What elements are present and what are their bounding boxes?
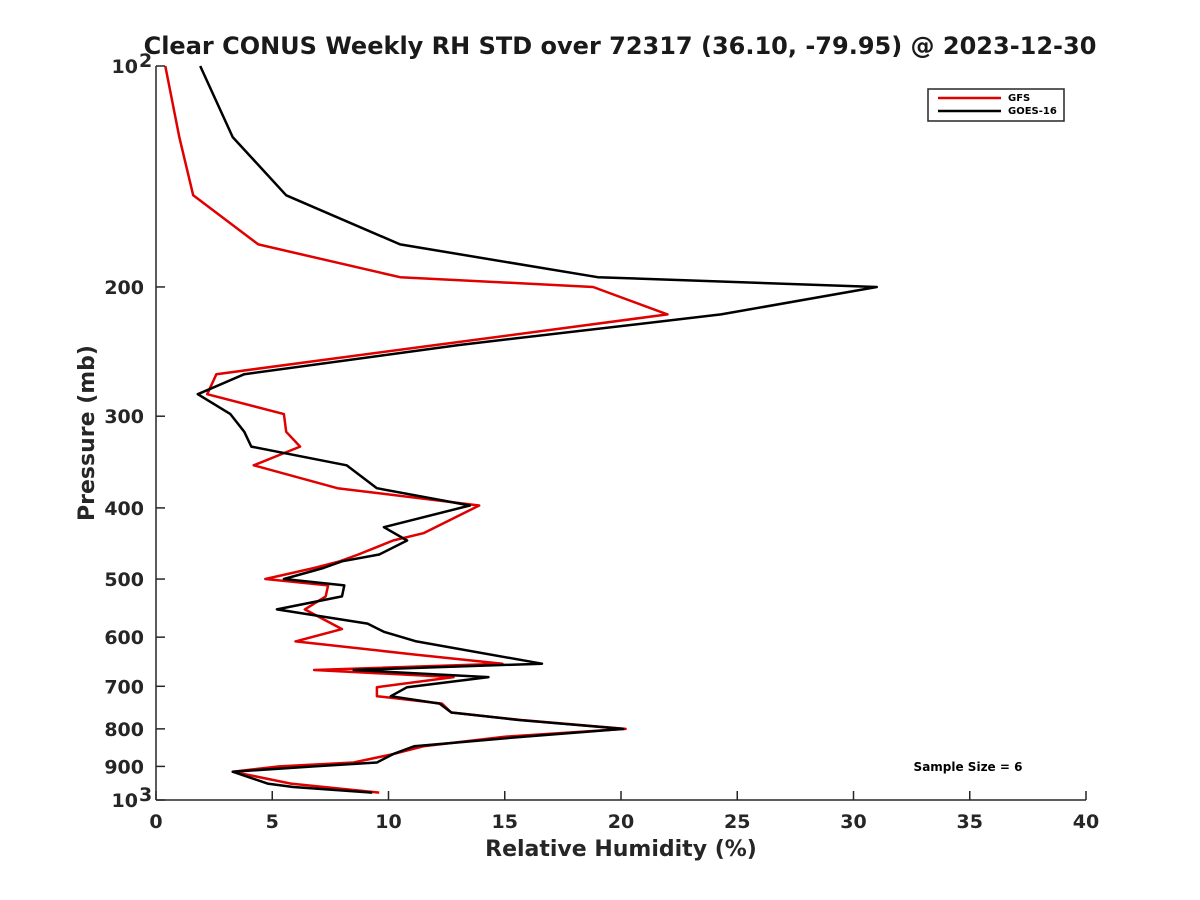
y-axis-label: Pressure (mb)	[75, 345, 100, 521]
x-tick-label: 15	[492, 811, 518, 833]
series-line-goes16	[196, 65, 879, 794]
y-tick-label: 300	[104, 406, 144, 428]
y-tick-label: 500	[104, 569, 144, 591]
y-tick-label: 400	[104, 498, 144, 520]
x-ticks: 0 5 10 15 20 25 30 35 40	[149, 791, 1099, 833]
x-axis-label: Relative Humidity (%)	[485, 837, 757, 862]
legend-label-gfs: GFS	[1008, 93, 1030, 104]
x-tick-label: 25	[724, 811, 750, 833]
y-tick-label: 10	[112, 56, 138, 78]
series-layer	[164, 65, 879, 794]
legend-box	[927, 88, 1065, 122]
legend-label-goes16: GOES-16	[1008, 106, 1057, 117]
x-tick-label: 10	[375, 811, 401, 833]
y-tick-exponent: 2	[139, 50, 152, 72]
plot-area: 0 5 10 15 20 25 30 35 40 10 220030040050060070080…	[104, 50, 1099, 833]
y-tick-label: 700	[104, 676, 144, 698]
x-tick-label: 20	[608, 811, 634, 833]
legend: GFS GOES-16	[927, 88, 1065, 122]
sample-size-annotation: Sample Size = 6	[914, 760, 1023, 774]
x-tick-label: 35	[957, 811, 983, 833]
x-tick-label: 30	[840, 811, 866, 833]
y-tick-label: 800	[104, 719, 144, 741]
y-tick-label: 10	[112, 790, 138, 812]
y-tick-label: 200	[104, 277, 144, 299]
x-tick-label: 0	[149, 811, 162, 833]
chart-title: Clear CONUS Weekly RH STD over 72317 (36…	[144, 32, 1097, 60]
x-tick-label: 5	[266, 811, 279, 833]
y-tick-exponent: 3	[139, 784, 152, 806]
y-tick-label: 900	[104, 756, 144, 778]
y-tick-label: 600	[104, 627, 144, 649]
x-tick-label: 40	[1073, 811, 1099, 833]
